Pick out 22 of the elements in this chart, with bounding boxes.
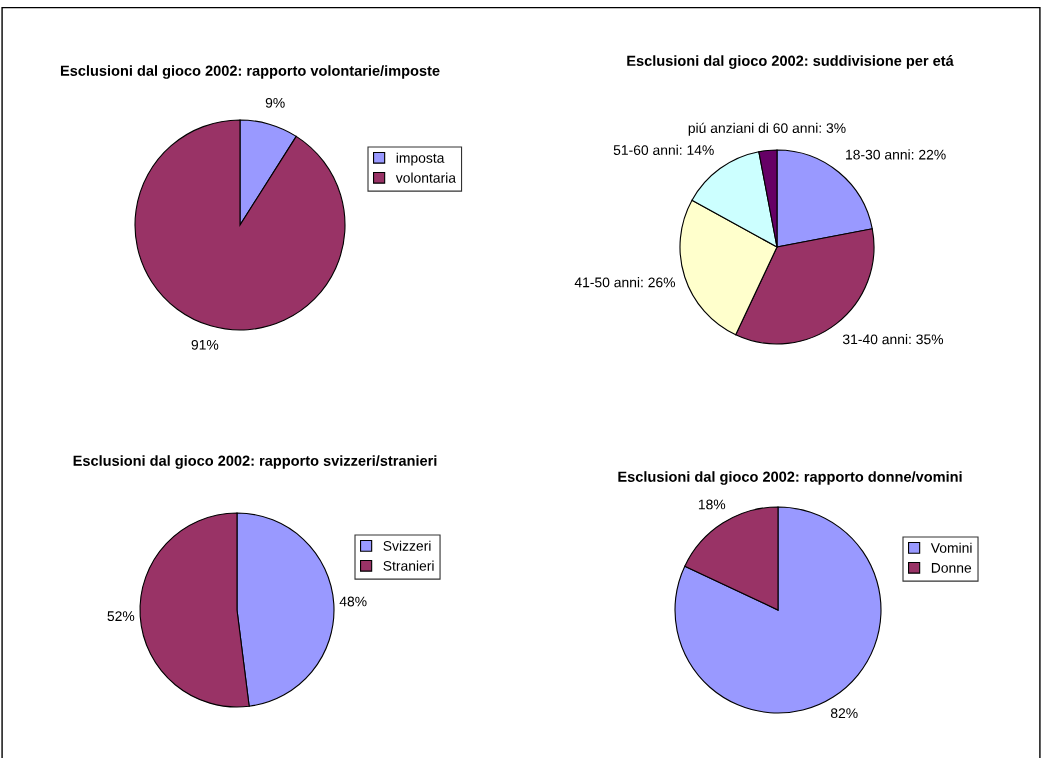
legend-label: Svizzeri: [383, 540, 431, 551]
chart-title: Esclusioni dal gioco 2002: rapporto donne/vomini: [618, 471, 962, 485]
data-label: 91%: [191, 339, 219, 350]
chart-title: Esclusioni dal gioco 2002: rapporto volontarie/imposte: [60, 65, 440, 79]
legend-label: Donne: [931, 563, 972, 573]
slice-label: 31-40 anni: 35%: [842, 334, 944, 345]
data-label: 18%: [698, 499, 726, 510]
legend-label: volontaria: [395, 172, 456, 183]
data-label: 9%: [265, 97, 285, 108]
slice-label: 51-60 anni: 14%: [613, 144, 714, 155]
data-label: 48%: [339, 596, 367, 607]
slice-label: 18-30 anni: 22%: [846, 149, 946, 160]
legend-label: Vomini: [930, 542, 972, 553]
chart-title: Esclusioni dal gioco 2002: rapporto svizzeri/stranieri: [73, 455, 437, 469]
slice-label: 41-50 anni: 26%: [574, 277, 676, 288]
pie-slice: [134, 119, 346, 331]
chart-title: Esclusioni dal gioco 2002: suddivisione per etá: [627, 55, 954, 69]
data-label: 82%: [830, 708, 858, 719]
legend-label: Stranieri: [383, 560, 434, 571]
data-label: 52%: [107, 611, 135, 622]
legend-label: imposta: [396, 152, 445, 166]
slice-label: piú anziani di 60 anni: 3%: [688, 122, 846, 136]
